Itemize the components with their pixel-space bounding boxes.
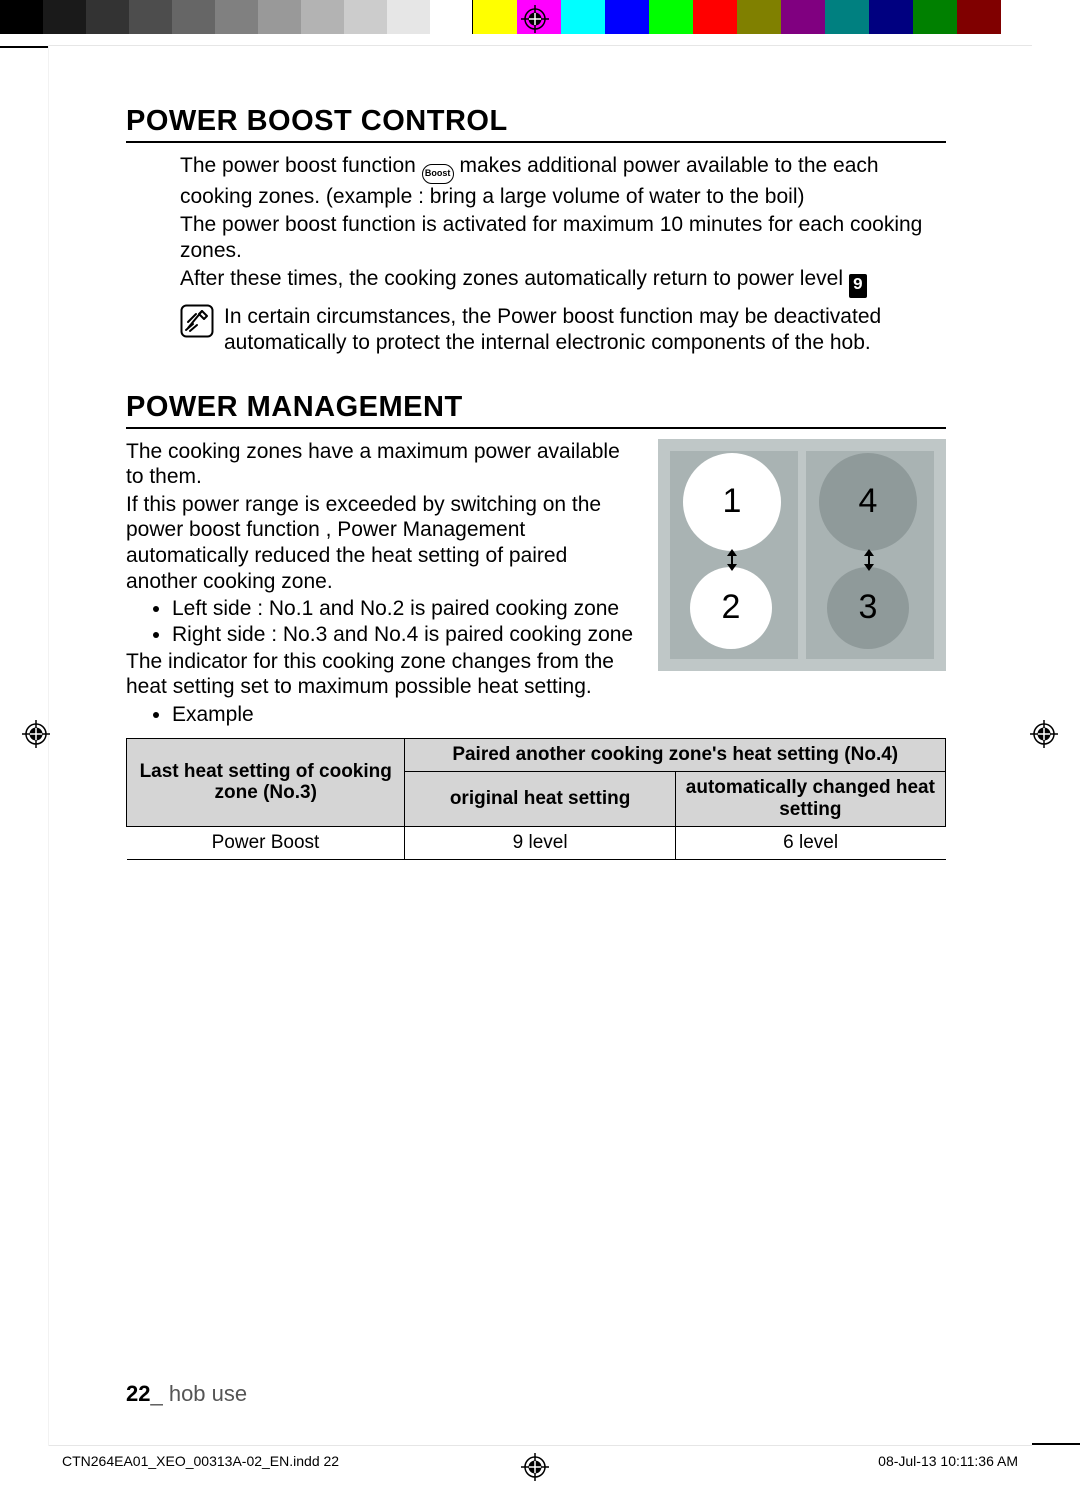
table-cell: 9 level: [405, 826, 675, 859]
register-mark-icon: [22, 720, 50, 748]
text: The power boost function: [180, 154, 422, 177]
crop-mark: [0, 46, 48, 48]
section-title: POWER BOOST CONTROL: [126, 105, 946, 143]
table-header: Paired another cooking zone's heat setti…: [405, 739, 946, 772]
hob-diagram: 1 2 4 3: [658, 439, 946, 671]
paragraph: The power boost function Boost makes add…: [180, 153, 946, 210]
example-table: Last heat setting of cooking zone (No.3)…: [126, 738, 946, 860]
power-level-icon: 9: [849, 274, 867, 298]
pair-arrow-icon: [725, 549, 739, 571]
text: After these times, the cooking zones aut…: [180, 267, 849, 290]
list-item: Example: [172, 702, 638, 728]
pair-arrow-icon: [862, 549, 876, 571]
page-rule: [48, 45, 1032, 46]
imprint-time: 08-Jul-13 10:11:36 AM: [878, 1453, 1018, 1469]
table-cell: Power Boost: [127, 826, 405, 859]
section-title: POWER MANAGEMENT: [126, 391, 946, 429]
bullet-list: Example: [172, 702, 638, 728]
bullet-list: Left side : No.1 and No.2 is paired cook…: [172, 596, 638, 649]
page-rule: [48, 1445, 1032, 1446]
page-body: POWER BOOST CONTROL The power boost func…: [126, 105, 946, 860]
table-cell: 6 level: [675, 826, 945, 859]
table-header: automatically changed heat setting: [675, 772, 945, 827]
imprint-file: CTN264EA01_XEO_00313A-02_EN.indd 22: [62, 1453, 339, 1469]
paragraph: The indicator for this cooking zone chan…: [126, 649, 638, 700]
list-item: Right side : No.3 and No.4 is paired coo…: [172, 622, 638, 648]
zone-2: 2: [690, 567, 772, 649]
paragraph: After these times, the cooking zones aut…: [180, 266, 946, 298]
table-header: Last heat setting of cooking zone (No.3): [127, 739, 405, 827]
page-footer: 22_ hob use: [126, 1381, 247, 1407]
paragraph: If this power range is exceeded by switc…: [126, 492, 638, 594]
paragraph: The power boost function is activated fo…: [180, 212, 946, 265]
crop-mark: [1032, 1443, 1080, 1445]
zone-1: 1: [683, 453, 781, 551]
table-header: original heat setting: [405, 772, 675, 827]
list-item: Left side : No.1 and No.2 is paired cook…: [172, 596, 638, 622]
paragraph: The cooking zones have a maximum power a…: [126, 439, 638, 490]
boost-icon: Boost: [422, 164, 454, 184]
footer-section: _ hob use: [150, 1381, 247, 1406]
note-text: In certain circumstances, the Power boos…: [224, 304, 946, 357]
zone-3: 3: [827, 567, 909, 649]
page-number: 22: [126, 1381, 150, 1406]
register-mark-icon: [1030, 720, 1058, 748]
register-mark-icon: [521, 1453, 549, 1481]
boost-pill-label: Boost: [422, 164, 454, 184]
note-row: In certain circumstances, the Power boos…: [180, 304, 946, 357]
register-mark-icon: [521, 5, 549, 33]
note-icon: [180, 304, 214, 338]
zone-4: 4: [819, 453, 917, 551]
